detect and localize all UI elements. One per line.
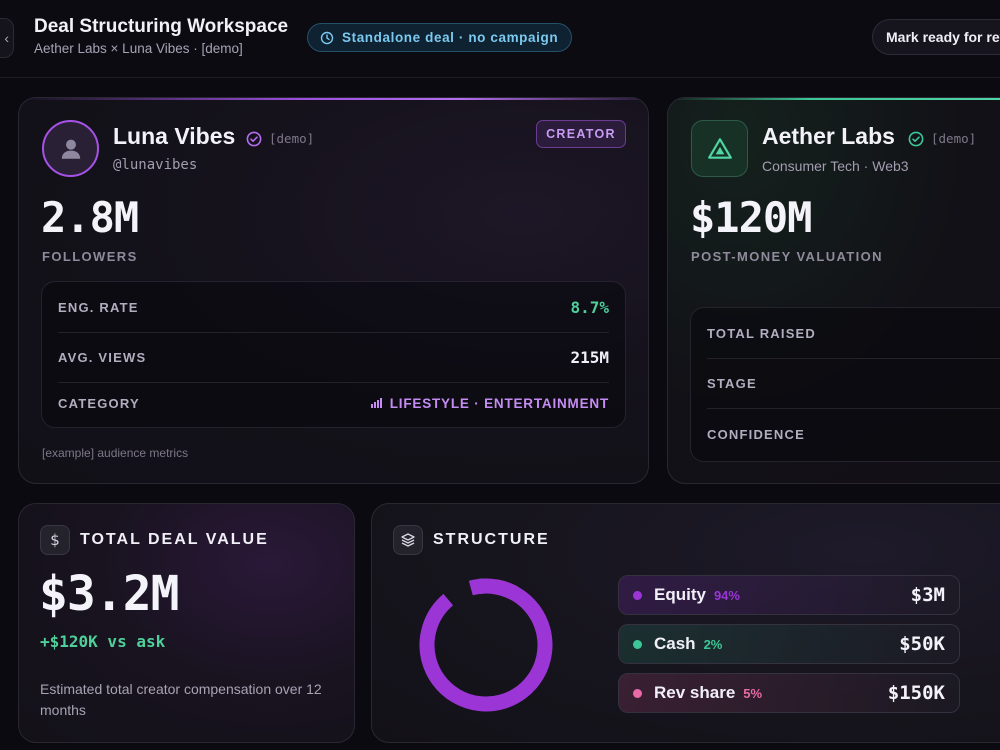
structure-item-rev-share[interactable]: Rev share 5% $150K bbox=[618, 673, 960, 713]
stat-row-views: AVG. VIEWS 215M bbox=[58, 333, 609, 383]
stat-label: ENG. RATE bbox=[58, 300, 139, 315]
deal-value-card: $ TOTAL DEAL VALUE $3.2M +$120K vs ask E… bbox=[18, 503, 355, 743]
metrics-footnote: [example] audience metrics bbox=[42, 446, 189, 460]
legend-dot bbox=[633, 688, 642, 698]
legend-dot bbox=[633, 639, 642, 649]
structure-donut-chart bbox=[419, 578, 553, 712]
legend-value: $3M bbox=[910, 584, 945, 606]
stat-label: TOTAL RAISED bbox=[707, 326, 817, 341]
campaign-status-pill: Standalone deal · no campaign bbox=[307, 23, 573, 52]
page-subtitle: Aether Labs × Luna Vibes · [demo] bbox=[34, 41, 243, 56]
page-title: Deal Structuring Workspace bbox=[34, 16, 289, 37]
donut-slice-rev-share bbox=[419, 578, 553, 712]
top-bar: ‹ Deal Structuring Workspace Aether Labs… bbox=[0, 0, 1000, 78]
stat-label: AVG. VIEWS bbox=[58, 350, 147, 365]
structure-card: STRUCTURE Equity 94% $3M Cash 2% $50K Rev shar… bbox=[371, 503, 1000, 743]
stat-value: 8.7% bbox=[570, 298, 609, 317]
verified-icon bbox=[908, 131, 924, 147]
donut-slice-equity bbox=[419, 578, 553, 712]
creator-stats-box: ENG. RATE 8.7% AVG. VIEWS 215M CATEGORY … bbox=[41, 281, 626, 428]
legend-percent: 2% bbox=[703, 636, 723, 652]
company-sector: Consumer Tech · Web3 bbox=[762, 158, 909, 174]
category-text: LIFESTYLE · ENTERTAINMENT bbox=[389, 395, 609, 411]
stat-row-stage: STAGE bbox=[707, 359, 1000, 409]
legend-name: Equity bbox=[654, 585, 706, 604]
stat-label: CONFIDENCE bbox=[707, 426, 805, 442]
stat-row-engagement: ENG. RATE 8.7% bbox=[58, 283, 609, 333]
card-accent-line bbox=[19, 98, 648, 100]
bar-chart-icon bbox=[370, 398, 382, 408]
structure-item-equity[interactable]: Equity 94% $3M bbox=[618, 575, 960, 615]
deal-title: TOTAL DEAL VALUE bbox=[80, 531, 269, 548]
campaign-status-text: Standalone deal · no campaign bbox=[342, 30, 559, 45]
verified-icon bbox=[246, 131, 262, 147]
creator-card: Luna Vibes [demo] @lunavibes CREATOR 2.8… bbox=[18, 97, 649, 484]
stat-label: STAGE bbox=[707, 376, 757, 391]
stat-row-category: CATEGORY LIFESTYLE · ENTERTAINMENT bbox=[58, 378, 609, 428]
demo-tag: [demo] bbox=[269, 131, 315, 146]
valuation-label: POST-MONEY VALUATION bbox=[691, 249, 883, 264]
company-stats-box: TOTAL RAISED STAGE CONFIDENCE bbox=[690, 307, 1000, 462]
stat-value-category: LIFESTYLE · ENTERTAINMENT bbox=[370, 395, 609, 411]
stat-value: 215M bbox=[570, 348, 609, 367]
creator-role-badge: CREATOR bbox=[536, 120, 626, 148]
followers-value: 2.8M bbox=[41, 193, 139, 242]
structure-item-cash[interactable]: Cash 2% $50K bbox=[618, 624, 960, 664]
dollar-icon: $ bbox=[40, 525, 70, 555]
legend-name: Cash bbox=[654, 634, 696, 653]
triangle-logo-icon bbox=[707, 137, 732, 159]
valuation-value: $120M bbox=[690, 193, 812, 242]
card-accent-line bbox=[668, 98, 1000, 100]
chevron-left-icon: ‹ bbox=[4, 30, 9, 46]
legend-name: Rev share bbox=[654, 683, 736, 702]
back-button[interactable]: ‹ bbox=[0, 18, 14, 58]
demo-tag: [demo] bbox=[931, 131, 977, 146]
stat-row-confidence: CONFIDENCE bbox=[707, 409, 1000, 459]
avatar bbox=[42, 120, 99, 177]
mark-ready-button[interactable]: Mark ready for review bbox=[872, 19, 1000, 55]
legend-value: $150K bbox=[887, 682, 945, 704]
followers-label: FOLLOWERS bbox=[42, 249, 138, 264]
layers-icon bbox=[393, 525, 423, 555]
company-logo bbox=[691, 120, 748, 177]
deal-description: Estimated total creator compensation ove… bbox=[40, 681, 322, 718]
legend-value: $50K bbox=[899, 633, 945, 655]
creator-handle: @lunavibes bbox=[113, 157, 198, 173]
deal-delta: +$120K vs ask bbox=[40, 632, 166, 651]
stat-row-total-raised: TOTAL RAISED bbox=[707, 309, 1000, 359]
user-icon bbox=[61, 139, 80, 159]
company-card: Aether Labs [demo] Consumer Tech · Web3 … bbox=[667, 97, 1000, 484]
structure-title: STRUCTURE bbox=[433, 531, 550, 548]
clock-icon bbox=[320, 31, 334, 44]
legend-percent: 5% bbox=[743, 685, 763, 701]
deal-value: $3.2M bbox=[39, 566, 179, 622]
creator-name: Luna Vibes bbox=[113, 123, 236, 149]
company-name: Aether Labs bbox=[762, 123, 895, 149]
stat-label: CATEGORY bbox=[58, 395, 140, 411]
legend-percent: 94% bbox=[713, 587, 740, 603]
legend-dot bbox=[633, 590, 642, 600]
